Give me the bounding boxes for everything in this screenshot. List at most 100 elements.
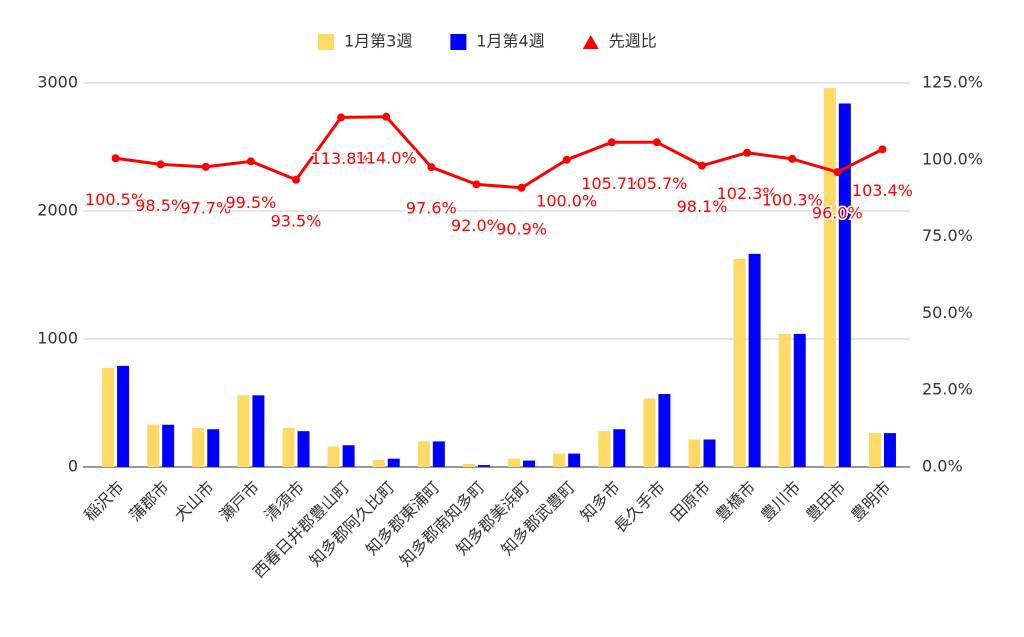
bar xyxy=(342,445,355,467)
bar xyxy=(643,398,656,467)
data-label: 100.0% xyxy=(536,191,597,210)
x-tick-label: 田原市 xyxy=(667,478,714,525)
data-label: 105.7% xyxy=(626,174,687,193)
line-point xyxy=(517,183,526,192)
data-label: 99.5% xyxy=(225,193,276,212)
data-label: 102.3% xyxy=(717,184,778,203)
bar xyxy=(658,394,671,467)
bar xyxy=(192,427,205,467)
bar xyxy=(793,333,806,467)
data-label: 97.6% xyxy=(406,199,457,218)
legend-label: 1月第4週 xyxy=(476,32,544,51)
bar xyxy=(102,367,115,467)
y2-tick-label: 50.0% xyxy=(922,303,973,322)
bar xyxy=(417,441,430,467)
bar xyxy=(868,433,881,467)
legend-label: 先週比 xyxy=(609,32,657,51)
line-point xyxy=(562,155,571,164)
legend-marker xyxy=(450,34,467,50)
line-point xyxy=(246,157,255,166)
bar xyxy=(282,427,295,467)
bar xyxy=(432,441,445,467)
data-label: 90.9% xyxy=(496,219,547,238)
x-tick-label: 稲沢市 xyxy=(80,478,127,525)
data-label: 92.0% xyxy=(451,216,502,235)
data-label: 96.0% xyxy=(812,204,863,223)
data-label: 105.7% xyxy=(581,174,642,193)
line-point xyxy=(427,163,436,172)
bar xyxy=(778,333,791,467)
data-label: 93.5% xyxy=(271,211,322,230)
x-tick-label: 瀬戸市 xyxy=(216,478,263,525)
bar xyxy=(297,431,310,467)
line-point xyxy=(292,175,300,184)
bar xyxy=(462,463,475,467)
y-tick-label: 3000 xyxy=(37,73,78,92)
bar xyxy=(508,458,521,467)
legend-marker xyxy=(582,35,599,49)
data-label: 100.5% xyxy=(85,190,146,209)
bar xyxy=(252,395,265,467)
x-tick-label: 犬山市 xyxy=(170,478,217,525)
line-point xyxy=(156,160,165,169)
bar xyxy=(553,453,566,467)
x-tick-label: 豊橋市 xyxy=(712,478,759,525)
bar xyxy=(147,424,160,467)
line-point xyxy=(337,113,346,122)
bar xyxy=(733,259,746,467)
x-tick-label: 豊田市 xyxy=(802,478,849,525)
y2-tick-label: 125.0% xyxy=(922,73,983,92)
bar xyxy=(748,253,761,467)
data-label: 98.5% xyxy=(135,196,186,215)
line-point xyxy=(652,138,661,147)
bar xyxy=(477,465,490,467)
bar xyxy=(823,88,836,468)
line-point xyxy=(878,145,887,154)
data-label: 100.3% xyxy=(762,190,823,209)
line xyxy=(115,115,884,190)
y-tick-label: 0 xyxy=(68,457,78,476)
x-tick-label: 豊明市 xyxy=(847,478,894,525)
bar xyxy=(838,103,851,467)
line-point xyxy=(743,148,752,157)
bar xyxy=(688,439,701,467)
legend-marker xyxy=(318,34,334,50)
line-point xyxy=(788,154,797,163)
y2-tick-label: 75.0% xyxy=(922,226,973,245)
x-tick-label: 蒲郡市 xyxy=(125,478,172,525)
bar xyxy=(327,446,340,467)
y-tick-label: 1000 xyxy=(37,329,78,348)
data-label: 97.7% xyxy=(180,198,231,217)
bar xyxy=(613,429,626,467)
data-label: 113.8% xyxy=(311,149,372,168)
bar xyxy=(523,460,536,467)
bar xyxy=(703,439,716,467)
bar xyxy=(568,453,581,467)
y2-tick-label: 25.0% xyxy=(922,380,973,399)
bar xyxy=(598,431,611,467)
line-point xyxy=(201,162,210,171)
bar xyxy=(387,458,400,467)
bar xyxy=(162,424,175,467)
bar xyxy=(117,365,130,467)
line-point xyxy=(382,112,391,121)
bar xyxy=(207,429,220,467)
bar xyxy=(237,395,250,467)
data-label: 98.1% xyxy=(677,197,728,216)
data-label: 103.4% xyxy=(852,181,913,200)
line-point xyxy=(698,161,706,170)
y-tick-label: 2000 xyxy=(37,201,78,220)
legend-label: 1月第3週 xyxy=(344,32,412,51)
line-point xyxy=(111,154,120,163)
bar xyxy=(883,433,896,467)
x-tick-label: 豊川市 xyxy=(757,478,804,525)
line-point xyxy=(472,180,481,189)
line-point xyxy=(833,168,842,177)
y2-tick-label: 100.0% xyxy=(922,149,983,168)
line-point xyxy=(607,138,616,147)
y2-tick-label: 0.0% xyxy=(922,457,963,476)
bar xyxy=(372,459,385,467)
data-label: 114.0% xyxy=(356,148,417,167)
